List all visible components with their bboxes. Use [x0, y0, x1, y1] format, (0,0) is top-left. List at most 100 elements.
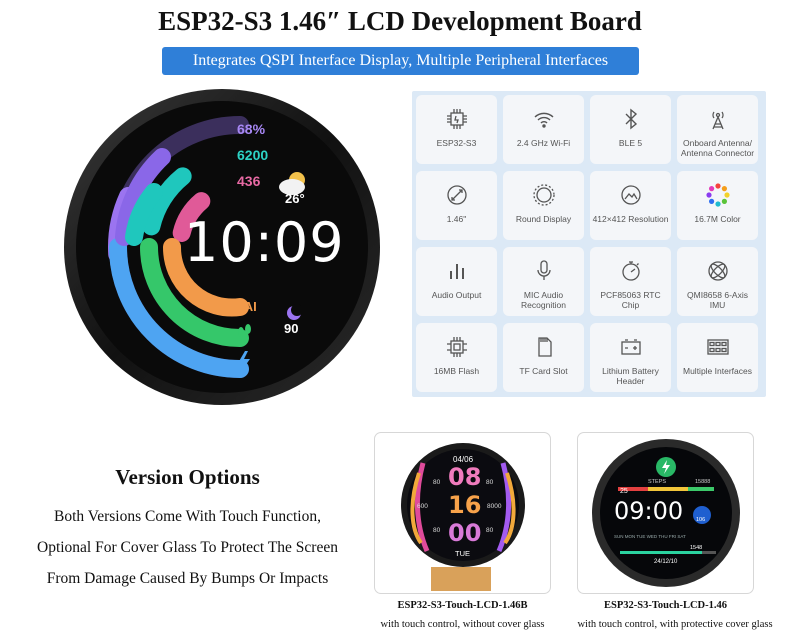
b-date: 04/06: [453, 455, 474, 464]
temperature-value: 26°: [285, 191, 305, 206]
left-arc-orange: [410, 472, 423, 545]
round-display-icon: [529, 180, 559, 210]
feature-label: ESP32-S3: [436, 138, 477, 148]
bolt-icon: [238, 351, 250, 373]
screen: [600, 447, 732, 579]
sleep-value: 90: [284, 321, 299, 336]
feature-esp32s3: ESP32-S3: [416, 95, 497, 164]
screen: [407, 449, 519, 561]
interfaces-icon: [703, 332, 733, 362]
b-left-top: 80: [433, 479, 441, 486]
feature-label: 412×412 Resolution: [592, 214, 669, 224]
feature-antenna: Onboard Antenna/ Antenna Connector: [677, 95, 758, 164]
std-day-num: 25: [620, 488, 628, 495]
stopwatch-icon: [616, 256, 646, 286]
feature-label: 2.4 GHz Wi-Fi: [516, 138, 571, 148]
feature-interfaces: Multiple Interfaces: [677, 323, 758, 392]
feature-label: Round Display: [515, 214, 572, 224]
feature-label: MIC Audio Recognition: [521, 290, 566, 310]
feature-tf-card: TF Card Slot: [503, 323, 584, 392]
feature-label: BLE 5: [618, 138, 643, 148]
steps-arc: [140, 238, 249, 347]
b-left-bot: 80: [433, 527, 441, 534]
calories-value: 436: [237, 173, 261, 189]
b-right-top: 80: [486, 479, 494, 486]
feature-label: QMI8658 6-Axis IMU: [687, 290, 748, 310]
watch-display: 68% 6200 436 26° 10:09 PAI 90: [62, 87, 382, 407]
bluetooth-icon: [616, 104, 646, 134]
wifi-icon: [529, 104, 559, 134]
std-time: 09:00: [614, 497, 684, 525]
right-arc-purple: [496, 462, 512, 552]
cloud-icon: [279, 172, 305, 195]
feature-label: Multiple Interfaces: [683, 366, 752, 376]
version-options-line: Optional For Cover Glass To Protect The …: [37, 539, 338, 556]
product-desc-standard: with touch control, with protective cove…: [577, 619, 773, 630]
feature-resolution: 412×412 Resolution: [590, 171, 671, 240]
std-steps-label: STEPS: [648, 479, 667, 485]
b-second: 00: [448, 519, 482, 547]
feature-audio: Audio Output: [416, 247, 497, 316]
b-day: TUE: [455, 549, 470, 558]
version-options-line: Both Versions Come With Touch Function,: [54, 508, 321, 525]
std-progress: 1548: [690, 545, 703, 551]
product-name-b: ESP32-S3-Touch-LCD-1.46B: [397, 600, 528, 611]
feature-label: 16.7M Color: [694, 214, 741, 224]
feature-battery: Lithium Battery Header: [590, 323, 671, 392]
b-left-mid: 600: [417, 503, 428, 510]
product-desc-b: with touch control, without cover glass: [380, 619, 545, 630]
sd-card-icon: [529, 332, 559, 362]
feature-rtc: PCF85063 RTC Chip: [590, 247, 671, 316]
battery-arc-upper: [115, 148, 171, 246]
feature-label: Onboard Antenna/ Antenna Connector: [680, 138, 755, 158]
battery-value: 68%: [237, 121, 266, 137]
feature-ble: BLE 5: [590, 95, 671, 164]
feature-grid: ESP32-S3 2.4 GHz Wi-Fi BLE 5 Onboard Ant…: [412, 91, 766, 397]
pai-label: PAI: [236, 299, 257, 314]
version-options-line: From Damage Caused By Bumps Or Impacts: [46, 570, 329, 587]
b-hour: 08: [448, 463, 482, 491]
feature-label: PCF85063 RTC Chip: [600, 290, 661, 310]
feature-mic: MIC Audio Recognition: [503, 247, 584, 316]
b-right-bot: 80: [486, 527, 494, 534]
product-card-b: 04/06 08 16 00 TUE 80 600 80 80 8000 80: [374, 432, 551, 594]
subtitle-banner: Integrates QSPI Interface Display, Multi…: [162, 47, 639, 75]
feature-wifi: 2.4 GHz Wi-Fi: [503, 95, 584, 164]
feature-label: 1.46": [446, 214, 467, 224]
feature-size: 1.46": [416, 171, 497, 240]
gyroscope-icon: [703, 256, 733, 286]
feature-label: Lithium Battery Header: [602, 366, 659, 386]
chip-icon: [442, 104, 472, 134]
flash-chip-icon: [442, 332, 472, 362]
resolution-icon: [616, 180, 646, 210]
version-options-title: Version Options: [115, 465, 260, 489]
left-arc-pink: [414, 462, 430, 552]
feature-color: 16.7M Color: [677, 171, 758, 240]
antenna-icon: [703, 104, 733, 134]
std-steps-value: 15888: [695, 479, 711, 485]
moon-icon: [287, 304, 303, 320]
b-minute: 16: [448, 491, 482, 519]
steps-arc-upper: [125, 183, 163, 246]
std-weekdays: SUN MON TUE WED THU FRI SAT: [614, 534, 686, 539]
audio-bars-icon: [442, 256, 472, 286]
steps-value: 6200: [237, 147, 269, 163]
pai-arc: [162, 238, 249, 317]
feature-imu: QMI8658 6-Axis IMU: [677, 247, 758, 316]
product-card-standard: STEPS 15888 25 09:00 106 SUN MON TUE WED…: [577, 432, 754, 594]
right-arc-orange: [503, 472, 516, 545]
std-date: 24/12/10: [654, 559, 678, 565]
color-wheel-icon: [703, 180, 733, 210]
feature-flash: 16MB Flash: [416, 323, 497, 392]
battery-icon: [616, 332, 646, 362]
product-name-standard: ESP32-S3-Touch-LCD-1.46: [603, 600, 727, 611]
diagonal-size-icon: [442, 180, 472, 210]
std-badge: 106: [696, 517, 706, 523]
feature-label: TF Card Slot: [519, 366, 568, 376]
progress-bar: [620, 551, 702, 554]
microphone-icon: [529, 256, 559, 286]
energy-arc: [109, 238, 249, 378]
footprint-icon: [238, 324, 251, 337]
page-title: ESP32-S3 1.46″ LCD Development Board: [158, 6, 642, 36]
feature-label: 16MB Flash: [433, 366, 480, 376]
